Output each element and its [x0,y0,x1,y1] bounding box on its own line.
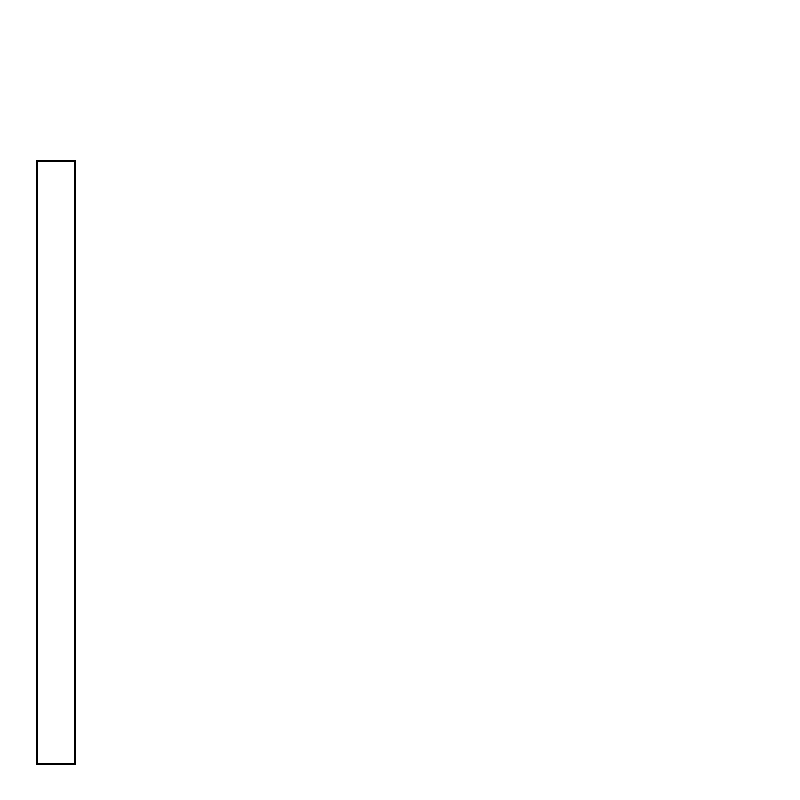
map-plot-area [5,28,795,768]
wind-field-canvas [5,28,795,768]
axis-ruler-right [786,28,796,768]
axis-ruler-left [0,28,6,768]
axis-ruler-bottom [5,768,795,778]
colorbar-gradient [36,160,76,765]
axis-ruler-top [5,22,795,30]
